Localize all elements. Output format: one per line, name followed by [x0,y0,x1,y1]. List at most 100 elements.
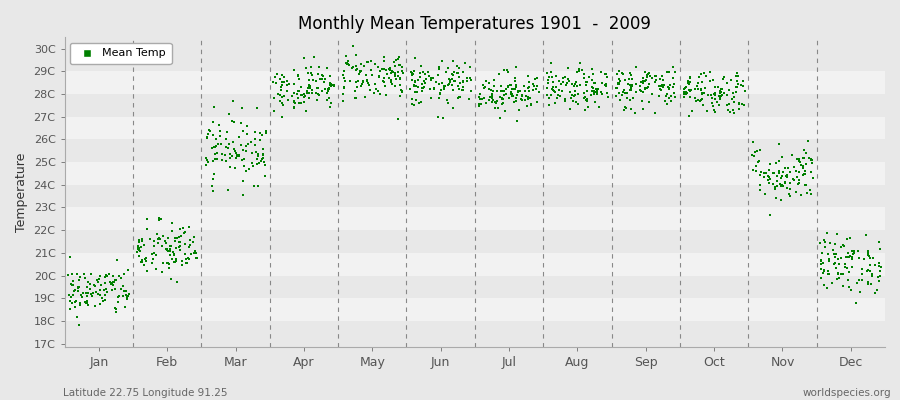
Point [865,271,879,278]
Point [236,192,250,198]
Point [388,63,402,70]
Point [860,252,875,258]
Point [67,288,81,295]
Point [364,72,379,78]
Point [160,248,175,254]
Point [166,252,181,258]
Point [484,86,499,93]
Point [677,86,691,92]
Point [429,79,444,85]
Point [580,98,594,104]
Point [452,94,466,100]
Point [773,181,788,188]
Point [230,152,244,158]
Point [683,94,698,100]
Point [641,70,655,77]
Point [392,93,407,100]
Point [168,245,183,252]
Point [842,268,856,275]
Point [266,79,281,85]
Point [857,256,871,262]
Point [557,96,572,102]
Point [625,82,639,88]
Point [595,91,609,97]
Point [792,158,806,165]
Point [228,148,242,154]
Point [789,189,804,196]
Bar [65,94,885,117]
Point [94,294,109,301]
Point [231,152,246,158]
Point [706,77,721,83]
Point [552,87,566,94]
Point [796,154,811,161]
Point [648,78,662,85]
Point [236,147,250,153]
Point [719,101,733,108]
Point [515,97,529,104]
Point [158,240,173,246]
Point [302,77,317,84]
Point [510,92,525,98]
Point [90,276,104,283]
Point [182,244,196,250]
Point [512,88,526,94]
Point [150,231,165,238]
Point [524,101,538,108]
Point [364,58,378,64]
Point [482,97,496,103]
Point [256,154,270,161]
Bar [65,230,885,253]
Point [392,82,407,88]
Point [842,254,856,260]
Point [247,183,261,190]
Point [635,78,650,84]
Point [405,71,419,78]
Point [83,286,97,292]
Point [83,281,97,288]
Point [713,95,727,101]
Point [367,61,382,67]
Point [140,216,154,222]
Point [407,68,421,75]
Point [868,262,882,268]
Point [503,82,517,88]
Point [841,277,855,283]
Point [328,83,342,89]
Point [723,109,737,116]
Point [456,69,471,76]
Point [854,266,868,272]
Point [861,279,876,285]
Point [518,88,533,94]
Point [624,106,638,113]
Point [804,156,818,163]
Point [643,80,657,87]
Point [183,236,197,243]
Point [791,180,806,186]
Point [623,70,637,76]
Point [324,83,338,89]
Point [438,68,453,75]
Point [213,141,228,147]
Point [775,172,789,179]
Point [394,87,409,93]
Point [441,82,455,89]
Point [322,72,337,79]
Point [110,256,124,263]
Point [486,88,500,94]
Point [432,94,446,101]
Point [73,302,87,308]
Point [86,290,101,296]
Point [796,147,811,154]
Point [202,126,217,133]
Point [184,250,198,257]
Point [286,81,301,88]
Point [446,87,460,94]
Point [205,118,220,125]
Point [388,70,402,77]
Point [479,100,493,106]
Point [359,72,374,78]
Point [544,60,558,66]
Point [524,102,538,108]
Point [62,254,77,260]
